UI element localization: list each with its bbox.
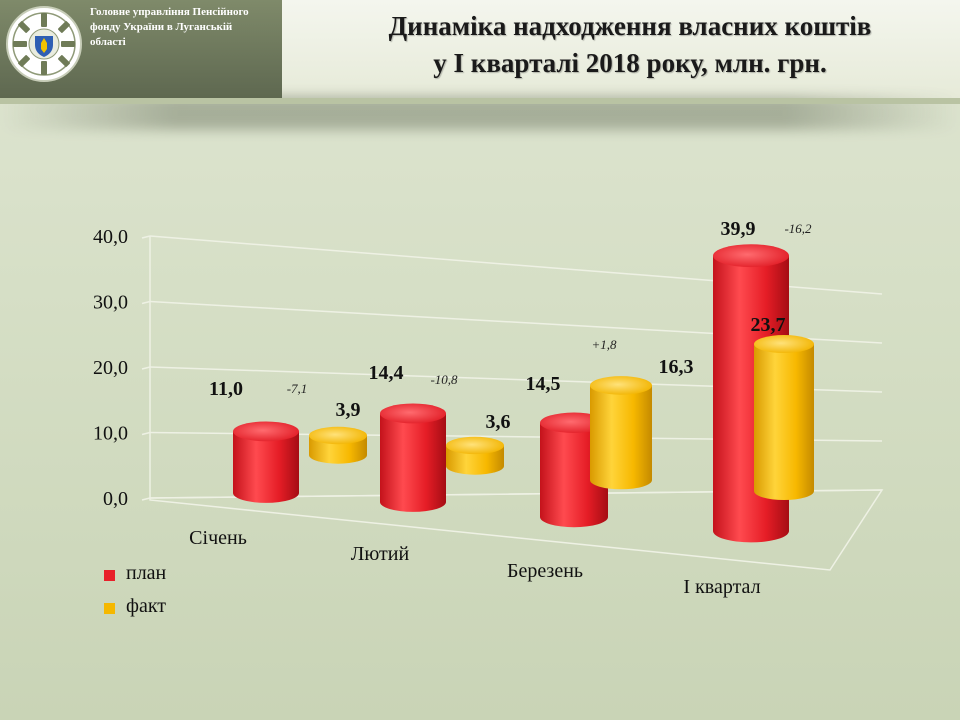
gridline-tick bbox=[141, 497, 151, 501]
bar-plan bbox=[233, 421, 299, 503]
bar-fact bbox=[590, 376, 652, 490]
bar-plan-body bbox=[380, 413, 446, 512]
data-label-plan: 14,4 bbox=[369, 362, 404, 384]
data-label-plan: 39,9 bbox=[721, 218, 756, 240]
bar-plan-top bbox=[380, 403, 446, 424]
bar-plan-top bbox=[233, 421, 299, 442]
y-tick-label: 10,0 bbox=[93, 423, 128, 445]
gridline-tick bbox=[141, 300, 151, 305]
bar-plan-top bbox=[713, 244, 789, 268]
bar-fact-top bbox=[446, 436, 504, 455]
data-label-fact: 3,9 bbox=[336, 399, 361, 421]
difference-label: -16,2 bbox=[784, 221, 812, 236]
bar-fact-body bbox=[590, 385, 652, 490]
gridline-tick bbox=[141, 431, 151, 436]
data-label-fact: 23,7 bbox=[751, 314, 786, 336]
header-divider bbox=[0, 98, 960, 104]
data-labels: 11,0 14,4 14,5 39,9 3,9 3,6 16,3 23,7 -7,1 -10,8 +… bbox=[209, 218, 812, 433]
gridline-tick bbox=[141, 235, 151, 239]
bar-fact-body bbox=[754, 344, 814, 500]
bar-fact-top bbox=[309, 426, 367, 445]
bar-fact bbox=[446, 436, 504, 475]
category-label: Січень bbox=[189, 527, 247, 549]
data-label-plan: 11,0 bbox=[209, 378, 243, 400]
category-labels: Січень Лютий Березень І квартал bbox=[189, 527, 760, 598]
y-tick-label: 30,0 bbox=[93, 292, 128, 314]
organization-name: Головне управління Пенсійного фонду Укра… bbox=[90, 6, 249, 48]
data-label-fact: 16,3 bbox=[659, 356, 694, 378]
legend-label-fact: факт bbox=[126, 595, 167, 617]
pension-fund-emblem-icon bbox=[4, 4, 84, 84]
bar-plan-body bbox=[233, 431, 299, 503]
y-tick-label: 0,0 bbox=[103, 488, 128, 510]
chart-bars bbox=[233, 244, 814, 543]
data-label-plan: 14,5 bbox=[526, 373, 561, 395]
legend-swatch-plan bbox=[104, 570, 115, 581]
bar-fact bbox=[754, 335, 814, 500]
difference-label: -10,8 bbox=[430, 372, 458, 387]
floor-outline bbox=[149, 489, 884, 571]
difference-label: +1,8 bbox=[591, 337, 617, 352]
legend-swatch-fact bbox=[104, 603, 115, 614]
category-label: Березень bbox=[507, 560, 583, 582]
data-label-fact: 3,6 bbox=[486, 411, 511, 433]
bar-fact-top bbox=[590, 376, 652, 395]
y-tick-label: 40,0 bbox=[93, 226, 128, 248]
category-label: І квартал bbox=[683, 576, 760, 598]
legend-label-plan: план bbox=[126, 562, 167, 584]
y-axis-ticks: 0,0 10,0 20,0 30,0 40,0 bbox=[93, 226, 128, 510]
category-label: Лютий bbox=[351, 543, 410, 565]
organization-block: Головне управління Пенсійного фонду Укра… bbox=[0, 0, 282, 98]
difference-label: -7,1 bbox=[287, 381, 308, 396]
gridline-tick bbox=[141, 366, 151, 370]
bar-fact bbox=[309, 426, 367, 464]
y-tick-label: 20,0 bbox=[93, 357, 128, 379]
bar-fact-top bbox=[754, 335, 814, 354]
bar-plan bbox=[380, 403, 446, 512]
chart-title: Динаміка надходження власних коштів у І … bbox=[388, 11, 872, 78]
